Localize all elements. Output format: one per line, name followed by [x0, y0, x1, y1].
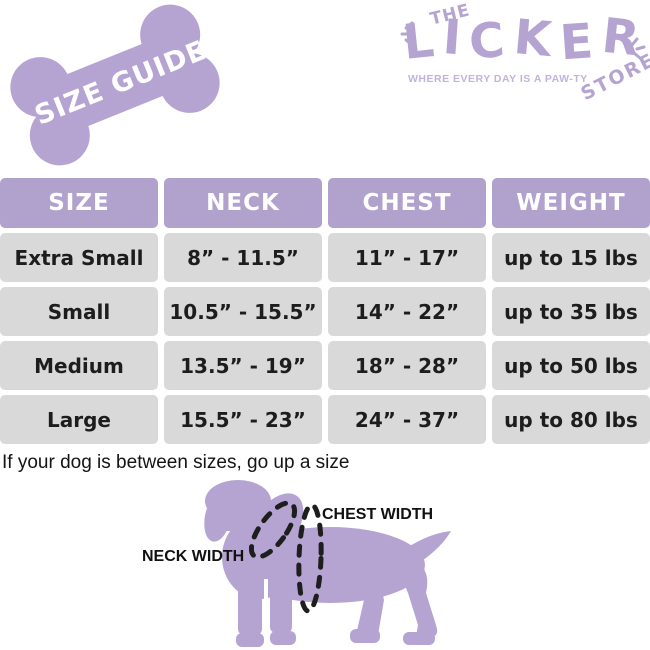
cell-neck: 10.5” - 15.5” — [164, 287, 322, 336]
logo-letter: K — [511, 9, 563, 69]
cell-chest: 24” - 37” — [328, 395, 486, 444]
bone-icon — [10, 4, 220, 166]
cell-neck: 13.5” - 19” — [164, 341, 322, 390]
logo-letter: E — [558, 12, 604, 72]
logo-store-name: LICKER — [400, 8, 650, 72]
logo-letter: L — [400, 11, 446, 71]
neck-measure-ellipse — [248, 500, 298, 560]
chest-width-label: CHEST WIDTH — [322, 506, 434, 523]
cell-size: Extra Small — [0, 233, 158, 282]
chest-measure-ellipse — [296, 502, 324, 614]
cell-size: Medium — [0, 341, 158, 390]
sparkle-right-icon — [630, 37, 646, 60]
cell-weight: up to 50 lbs — [492, 341, 650, 390]
size-table: SIZE NECK CHEST WEIGHT Extra Small 8” - … — [0, 178, 650, 444]
sizing-note: If your dog is between sizes, go up a si… — [2, 452, 350, 473]
header-cell-chest: CHEST — [328, 178, 486, 228]
neck-width-label: NECK WIDTH — [142, 548, 245, 565]
cell-weight: up to 15 lbs — [492, 233, 650, 282]
header-cell-size: SIZE — [0, 178, 158, 228]
cell-chest: 11” - 17” — [328, 233, 486, 282]
header-cell-neck: NECK — [164, 178, 322, 228]
cell-weight: up to 80 lbs — [492, 395, 650, 444]
cell-chest: 14” - 22” — [328, 287, 486, 336]
cell-size: Large — [0, 395, 158, 444]
cell-neck: 15.5” - 23” — [164, 395, 322, 444]
cell-weight: up to 35 lbs — [492, 287, 650, 336]
cell-chest: 18” - 28” — [328, 341, 486, 390]
logo-tagline: WHERE EVERY DAY IS A PAW-TY — [408, 73, 588, 85]
header-cell-weight: WEIGHT — [492, 178, 650, 228]
cell-neck: 8” - 11.5” — [164, 233, 322, 282]
cell-size: Small — [0, 287, 158, 336]
sparkle-left-icon — [400, 21, 414, 47]
dog-silhouette — [204, 480, 451, 647]
logo-letter: C — [467, 11, 517, 71]
